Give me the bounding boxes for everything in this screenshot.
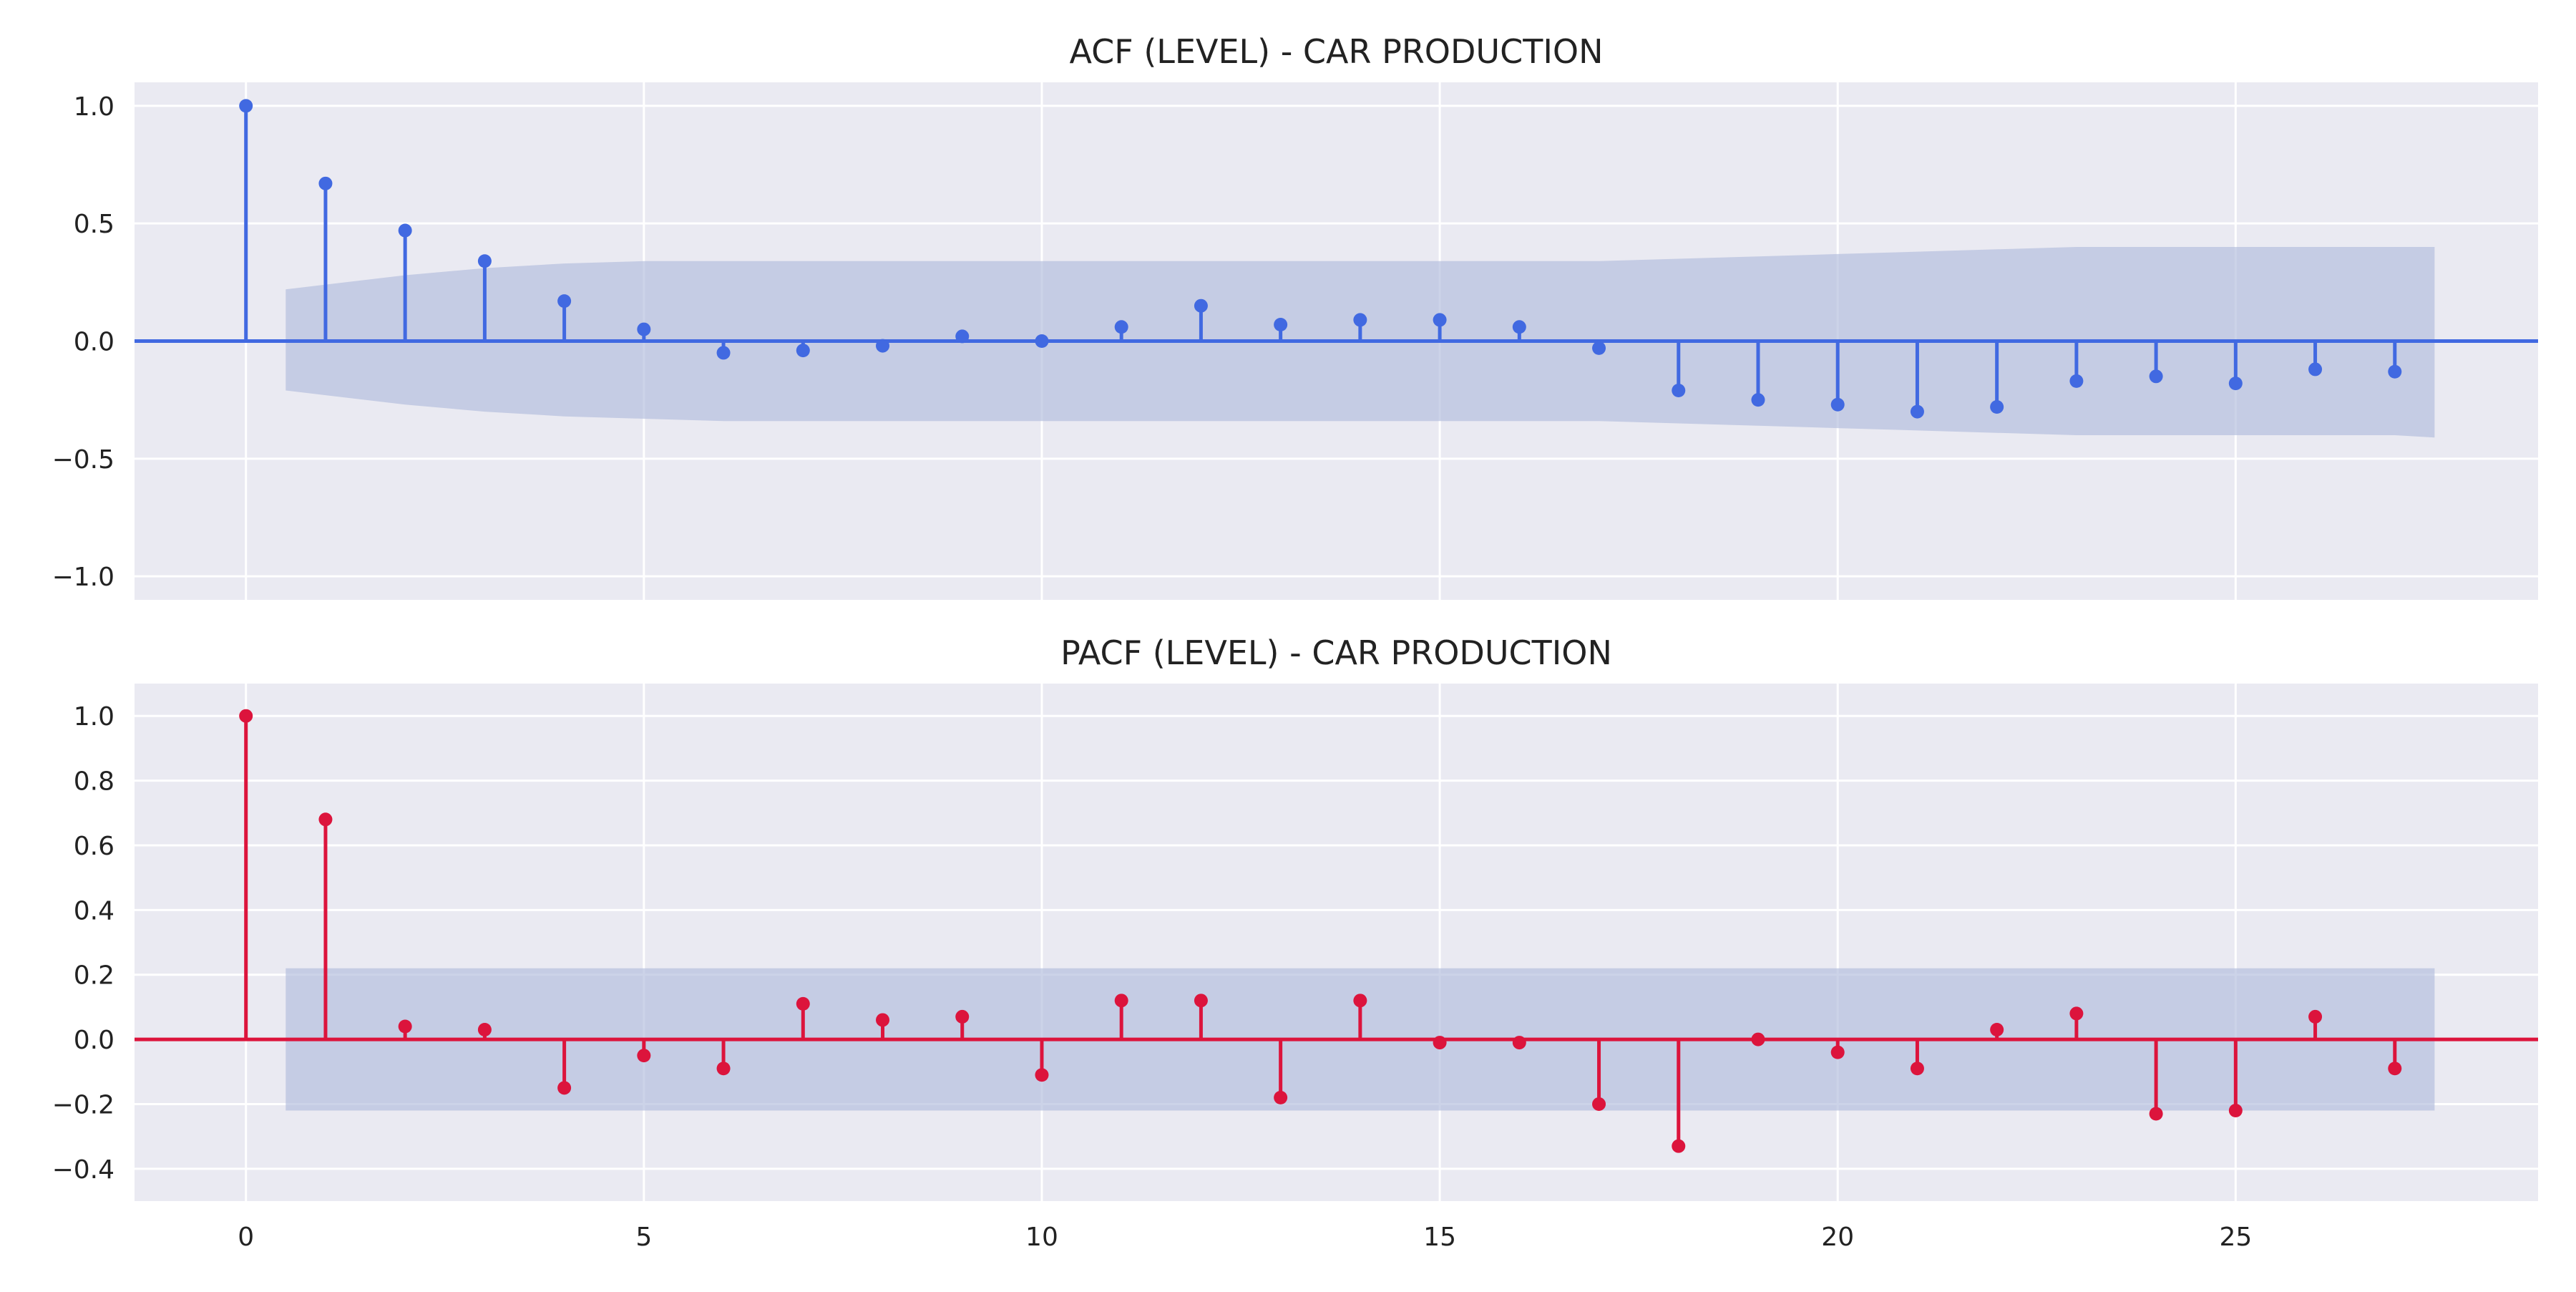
pacf-point: [876, 1013, 890, 1027]
pacf-point: [2388, 1062, 2402, 1076]
pacf-point: [2069, 1006, 2084, 1021]
acf-panel: 1.0 0.5 0.0 −0.5 −1.0 ACF (LEVEL) - CAR PRODU…: [52, 32, 2538, 600]
pacf-y-tick-label: 0.4: [74, 896, 114, 926]
acf-point: [1035, 334, 1049, 348]
pacf-x-tick-label: 0: [238, 1223, 254, 1252]
pacf-point: [1592, 1097, 1606, 1111]
pacf-point: [239, 709, 253, 723]
acf-point: [2149, 369, 2163, 384]
pacf-point: [955, 1009, 970, 1024]
pacf-point: [1672, 1139, 1686, 1153]
acf-point: [398, 223, 412, 238]
acf-point: [1910, 404, 1924, 419]
acf-y-tick-label: −1.0: [52, 563, 114, 592]
acf-point: [1751, 393, 1765, 407]
pacf-x-tick-label: 5: [635, 1223, 652, 1252]
acf-y-tick-label: −0.5: [52, 445, 114, 475]
acf-y-tick-label: 0.5: [74, 210, 114, 239]
pacf-point: [1990, 1023, 2004, 1037]
acf-point: [557, 294, 572, 309]
pacf-x-tick-label: 15: [1423, 1223, 1456, 1252]
pacf-y-tick-label: 0.8: [74, 767, 114, 797]
pacf-point: [1194, 994, 1208, 1008]
pacf-point: [796, 996, 810, 1011]
acf-point: [1592, 341, 1606, 355]
pacf-y-tick-label: 0.2: [74, 961, 114, 991]
acf-point: [1274, 317, 1288, 331]
acf-point: [2069, 374, 2084, 388]
acf-point: [955, 329, 970, 344]
acf-point: [2228, 377, 2243, 391]
acf-point: [477, 254, 492, 268]
pacf-point: [1512, 1036, 1526, 1050]
pacf-x-tick-label: 20: [1821, 1223, 1854, 1252]
acf-y-tick-label: 0.0: [74, 328, 114, 357]
acf-point: [1353, 313, 1367, 327]
acf-y-tick-label: 1.0: [74, 92, 114, 122]
pacf-point: [2228, 1103, 2243, 1117]
acf-point: [637, 322, 651, 336]
acf-point: [318, 176, 333, 190]
pacf-panel: 1.0 0.8 0.6 0.4 0.2 0.0 −0.2 −0.4 0 5 10 15 20 25 PACF…: [52, 633, 2538, 1252]
acf-point: [1830, 397, 1845, 412]
pacf-y-tick-label: −0.4: [52, 1155, 114, 1185]
acf-point: [1194, 298, 1208, 313]
pacf-point: [1353, 994, 1367, 1008]
acf-point: [1672, 384, 1686, 398]
pacf-point: [1830, 1045, 1845, 1059]
pacf-plot-background: [135, 684, 2538, 1201]
acf-point: [796, 344, 810, 358]
pacf-point: [2308, 1009, 2323, 1024]
pacf-title: PACF (LEVEL) - CAR PRODUCTION: [1060, 633, 1612, 672]
pacf-point: [1433, 1036, 1447, 1050]
pacf-point: [477, 1023, 492, 1037]
pacf-point: [1274, 1090, 1288, 1104]
acf-point: [716, 346, 731, 360]
pacf-point: [1910, 1062, 1924, 1076]
pacf-x-tick-label: 10: [1025, 1223, 1058, 1252]
pacf-point: [2149, 1107, 2163, 1121]
acf-point: [1990, 400, 2004, 414]
pacf-point: [1751, 1032, 1765, 1046]
pacf-point: [557, 1081, 572, 1095]
acf-point: [2388, 364, 2402, 379]
acf-title: ACF (LEVEL) - CAR PRODUCTION: [1069, 32, 1603, 71]
pacf-point: [716, 1062, 731, 1076]
pacf-y-tick-label: 0.6: [74, 832, 114, 861]
acf-point: [876, 339, 890, 353]
pacf-point: [1035, 1068, 1049, 1082]
pacf-point: [1114, 994, 1128, 1008]
acf-point: [239, 99, 253, 113]
acf-point: [1433, 313, 1447, 327]
pacf-x-tick-label: 25: [2219, 1223, 2252, 1252]
acf-point: [2308, 362, 2323, 377]
pacf-point: [398, 1019, 412, 1034]
acf-point: [1114, 320, 1128, 334]
pacf-y-tick-label: −0.2: [52, 1090, 114, 1119]
pacf-point: [637, 1049, 651, 1063]
pacf-y-tick-label: 1.0: [74, 702, 114, 732]
pacf-point: [318, 812, 333, 827]
pacf-y-tick-label: 0.0: [74, 1026, 114, 1055]
acf-point: [1512, 320, 1526, 334]
